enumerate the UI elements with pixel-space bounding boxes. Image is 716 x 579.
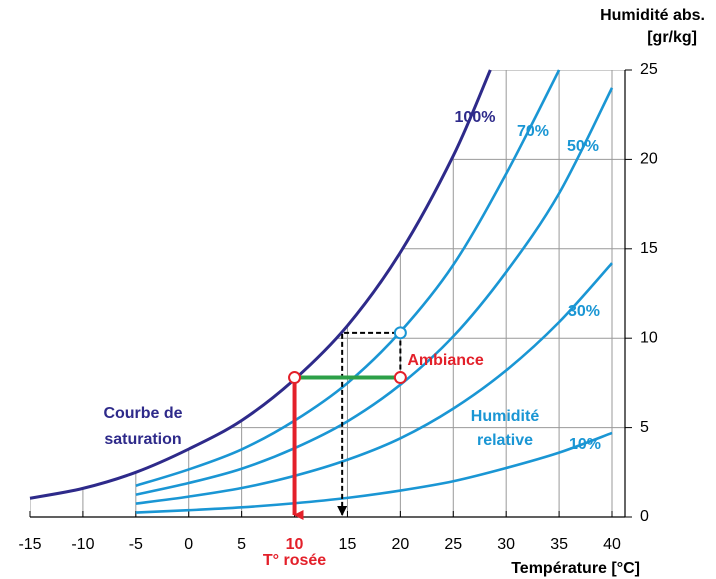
x-tick-label: 25 (444, 536, 462, 553)
y-tick-label: 10 (640, 329, 658, 346)
annotation: Humidité (471, 408, 540, 425)
curve (135, 262, 613, 505)
point (393, 371, 407, 385)
y-axis-title: Humidité abs. (600, 7, 705, 24)
series-label: 10% (569, 436, 601, 453)
series-label: 50% (567, 138, 599, 155)
x-tick-label: 35 (550, 536, 568, 553)
y-tick-label: 20 (640, 151, 658, 168)
series-label: 70% (517, 123, 549, 140)
dew-projection (337, 331, 402, 516)
curve (135, 431, 613, 514)
x-tick-label: -5 (129, 536, 143, 553)
curve (135, 69, 561, 487)
x-tick-label: 10 (286, 536, 304, 553)
curve (135, 87, 614, 496)
y-axis-title: [gr/kg] (647, 29, 697, 46)
y-tick-label: 0 (640, 508, 649, 525)
x-tick-label: 5 (237, 536, 246, 553)
point (288, 371, 302, 385)
x-tick-label: 20 (391, 536, 409, 553)
ambient-label: Ambiance (407, 352, 484, 369)
x-axis-title: Température [°C] (511, 560, 640, 577)
annotation: Courbe de (103, 405, 182, 422)
point (393, 326, 407, 340)
y-tick-label: 5 (640, 419, 649, 436)
x-tick-label: 15 (339, 536, 357, 553)
dew-label: T° rosée (263, 552, 326, 569)
series-label: 30% (568, 303, 600, 320)
annotation: relative (477, 432, 533, 449)
y-tick-label: 25 (640, 61, 658, 78)
y-tick-label: 15 (640, 240, 658, 257)
series-label: 100% (455, 109, 496, 126)
x-tick-label: 40 (603, 536, 621, 553)
x-tick-label: 30 (497, 536, 515, 553)
x-tick-label: -15 (18, 536, 41, 553)
x-tick-label: 0 (184, 536, 193, 553)
annotation: saturation (104, 431, 181, 448)
x-tick-label: -10 (71, 536, 94, 553)
curve (29, 69, 492, 500)
